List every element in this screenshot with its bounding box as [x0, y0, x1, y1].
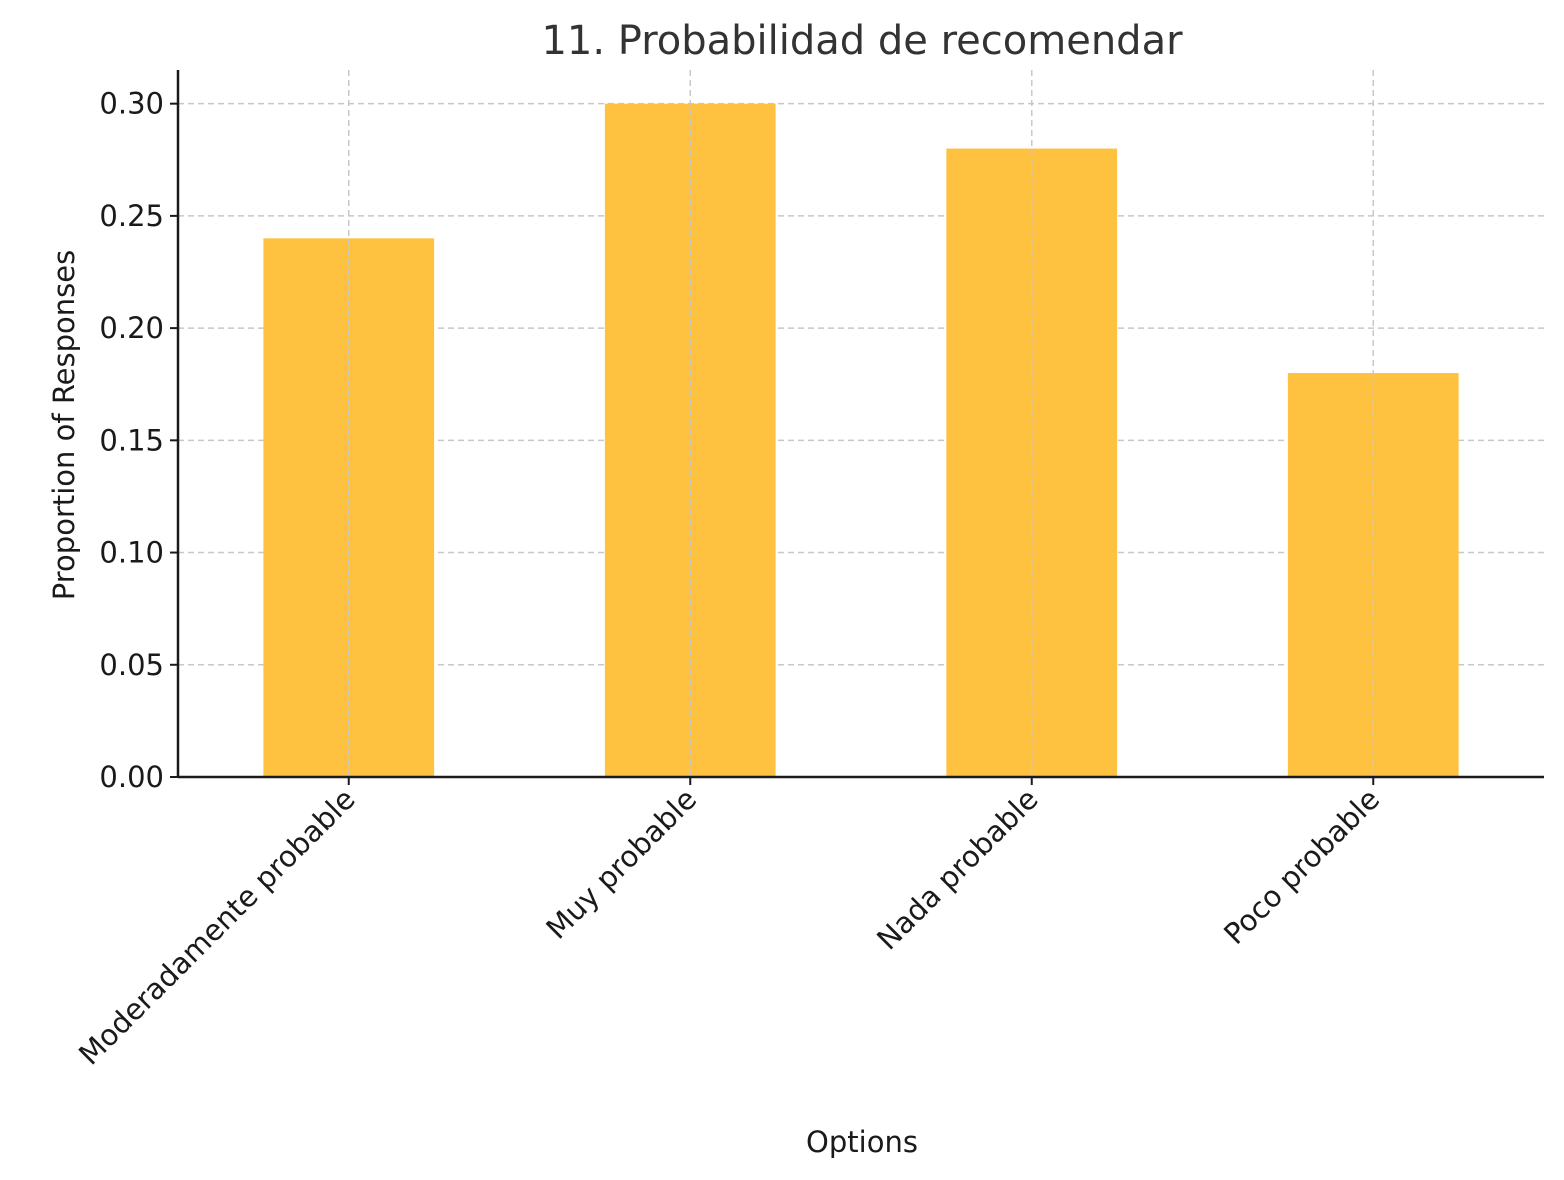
- y-tick-label: 0.15: [99, 423, 164, 457]
- bar: [263, 238, 435, 778]
- y-tick-label: 0.20: [99, 311, 164, 345]
- x-axis-label: Options: [806, 1125, 918, 1159]
- y-gridlines: [178, 102, 1544, 666]
- x-axis-ticks: Moderadamente probable Muy probable Nada p…: [72, 777, 1386, 1072]
- y-tick-label: 0.05: [99, 648, 164, 682]
- x-tick-label: Muy probable: [539, 782, 703, 946]
- y-tick-label: 0.30: [99, 87, 164, 121]
- chart-title: 11. Probabilidad de recomendar: [541, 18, 1183, 64]
- x-tick-label: Moderadamente probable: [72, 782, 362, 1072]
- y-axis-ticks: 0.00 0.05 0.10 0.15 0.20 0.25 0.30: [99, 87, 178, 794]
- x-tick-label: Poco probable: [1217, 782, 1386, 951]
- x-gridlines-overlay: [348, 70, 1374, 777]
- x-tick-label: Nada probable: [870, 782, 1045, 957]
- y-tick-label: 0.10: [99, 536, 164, 570]
- x-gridlines: [348, 70, 1374, 777]
- y-tick-label: 0.00: [99, 760, 164, 794]
- y-tick-label: 0.25: [99, 199, 164, 233]
- y-axis-label: Proportion of Responses: [47, 250, 81, 600]
